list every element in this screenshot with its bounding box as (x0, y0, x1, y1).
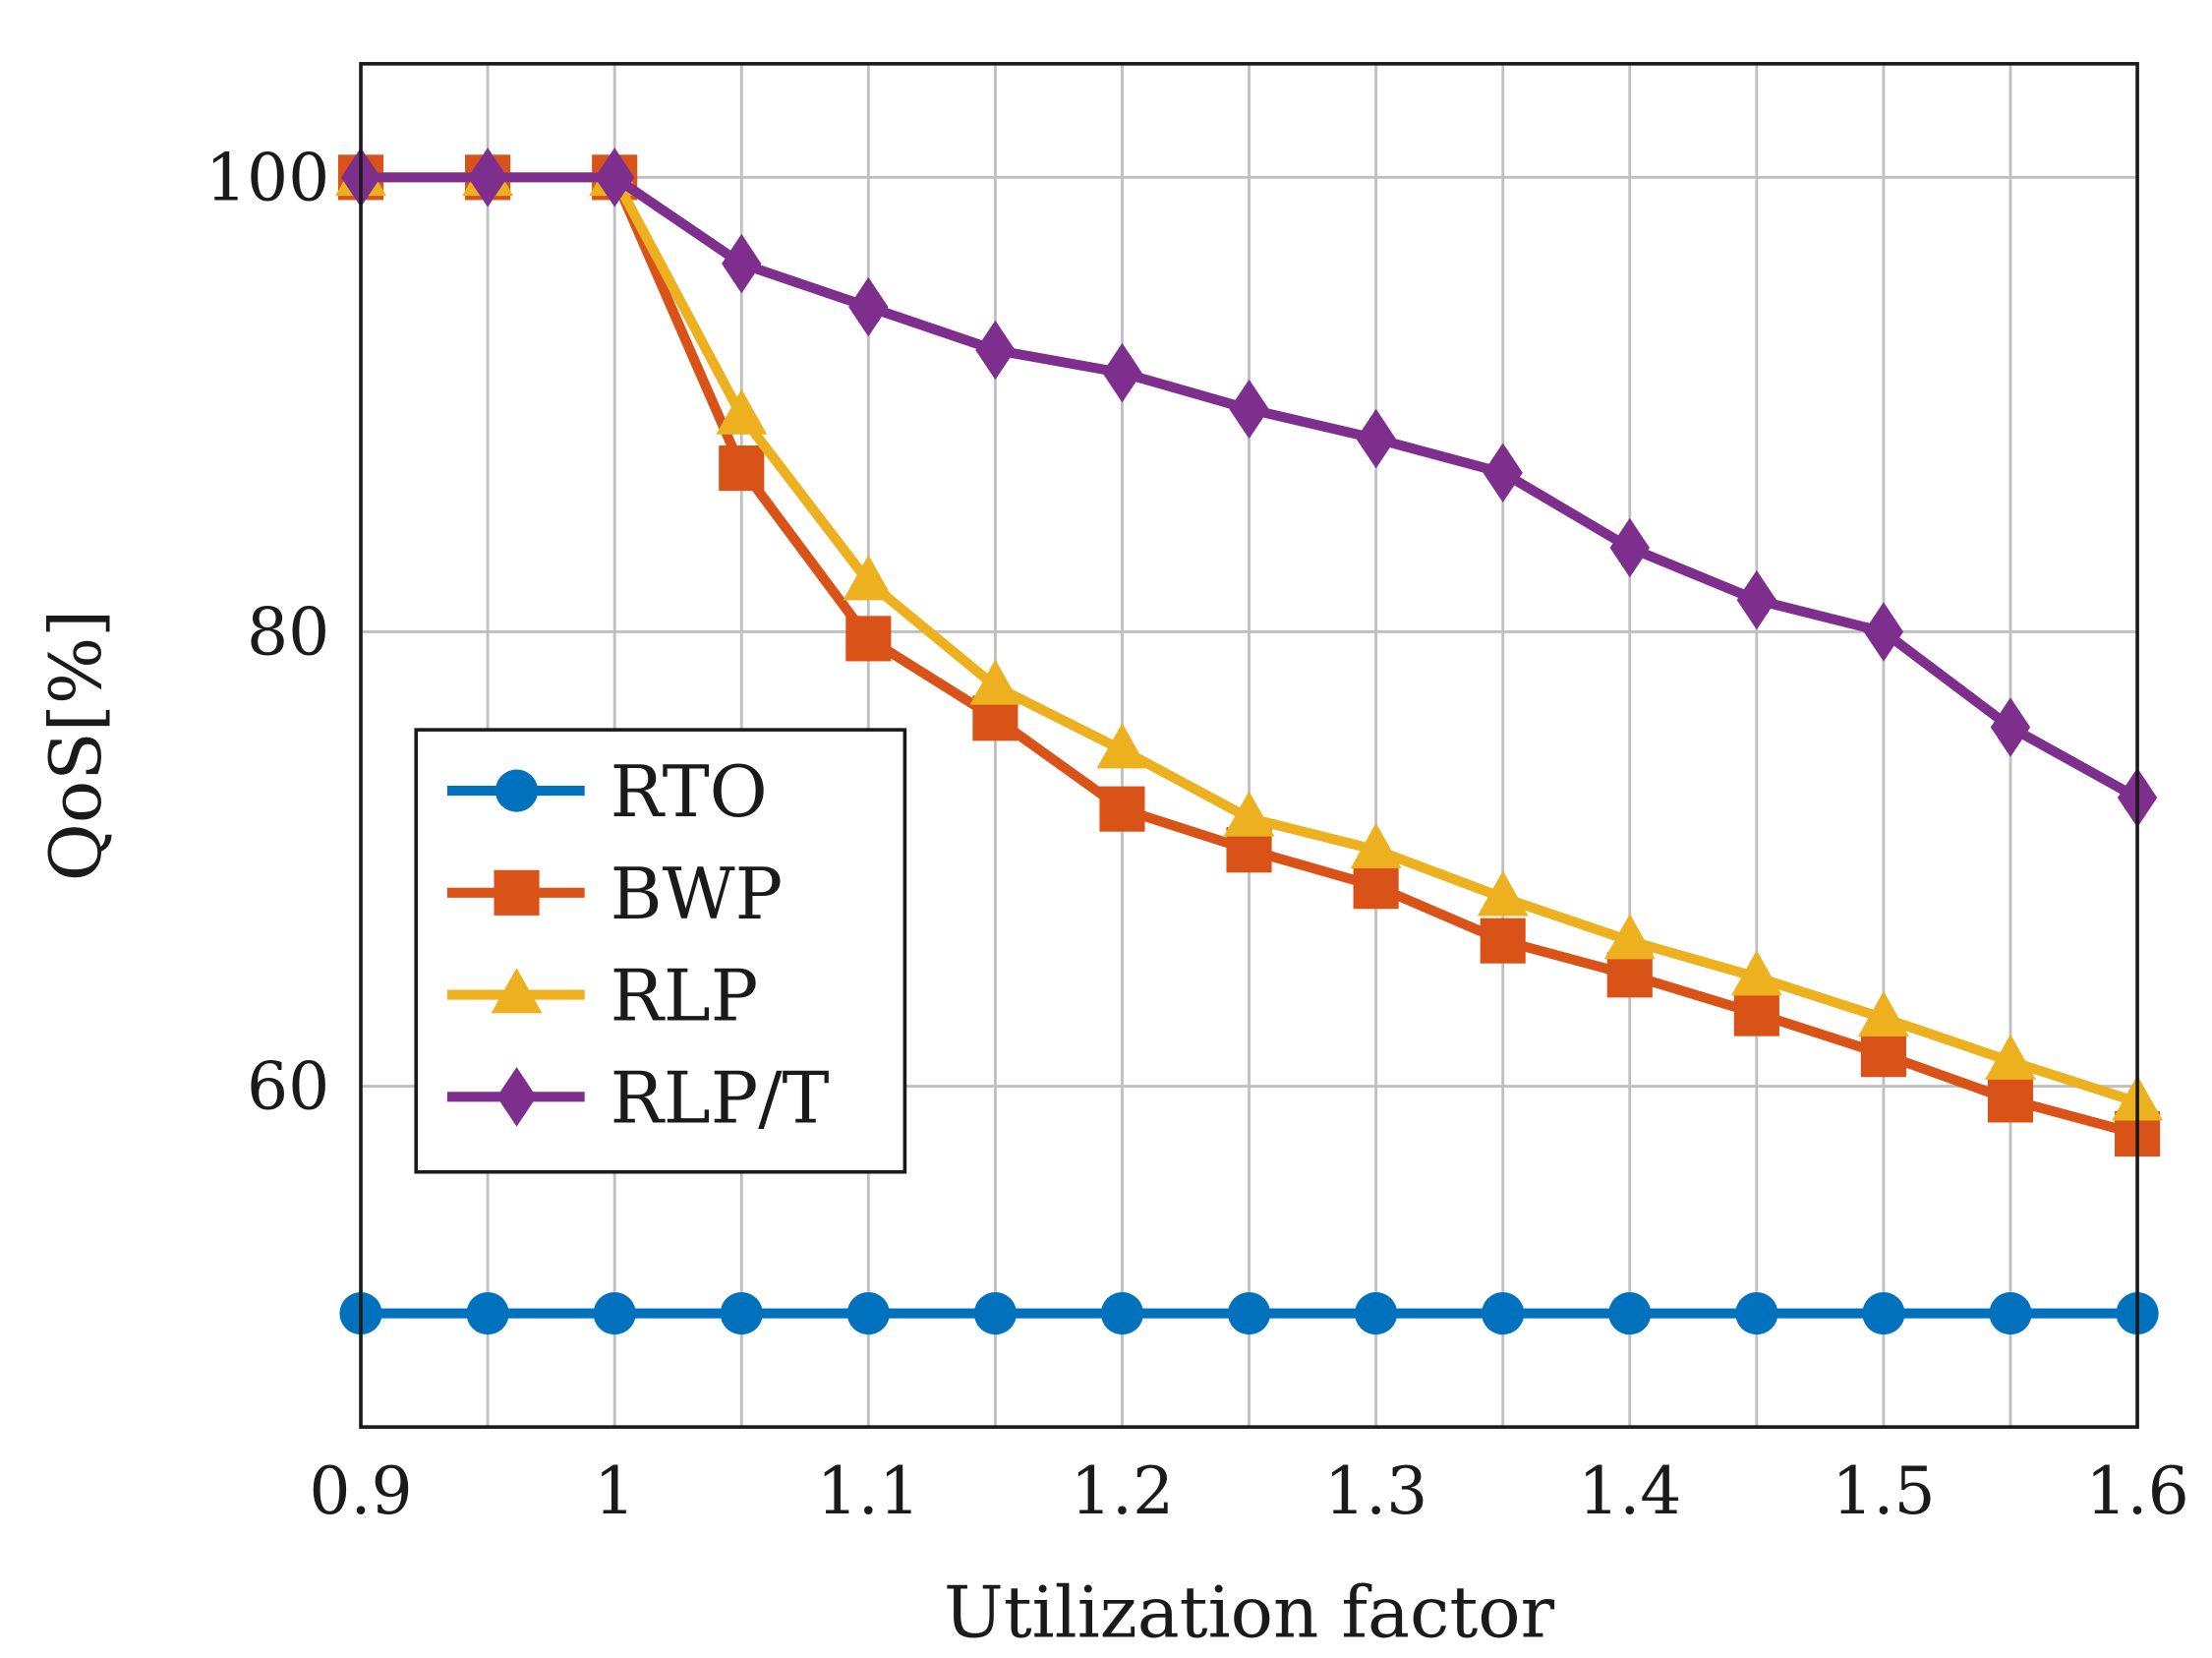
data-point (1099, 786, 1145, 832)
data-point (722, 233, 762, 294)
data-point (1609, 517, 1650, 578)
legend-marker (495, 769, 539, 812)
x-axis-label: Utilization factor (944, 1570, 1555, 1653)
data-point (1987, 1077, 2034, 1123)
data-point (1356, 408, 1396, 469)
data-point (1477, 870, 1529, 917)
data-point (1350, 822, 1402, 868)
legend-label: RLP/T (611, 1056, 830, 1139)
data-point (1480, 918, 1526, 964)
data-point (1227, 1291, 1271, 1335)
x-tick-label: 1.5 (1832, 1452, 1935, 1529)
series-rto (339, 1291, 2159, 1335)
data-point (1985, 1034, 2036, 1080)
data-point (1730, 950, 1782, 996)
x-tick-label: 1 (594, 1452, 635, 1529)
data-point (716, 388, 768, 435)
data-point (594, 148, 635, 207)
data-point (720, 1291, 763, 1335)
data-point (1482, 1291, 1525, 1335)
data-point (1483, 443, 1523, 503)
x-tick-label: 1.2 (1071, 1452, 1174, 1529)
plot-frame (359, 62, 2139, 1429)
data-point (1736, 569, 1777, 630)
data-point (1862, 1291, 1905, 1335)
data-point (467, 148, 508, 207)
data-point (1990, 697, 2031, 757)
data-point (719, 445, 765, 492)
data-point (846, 1291, 890, 1335)
data-point (1860, 1032, 1906, 1078)
data-point (1223, 791, 1275, 837)
data-point (1102, 342, 1142, 403)
data-point (593, 1291, 636, 1335)
legend-label: BWP (611, 853, 783, 935)
data-point (1096, 723, 1148, 769)
tick-labels: 0.9 1 1.1 1.2 1.3 1.4 1.5 1.6 60 80 100 (205, 139, 2189, 1529)
data-point (1989, 1291, 2032, 1335)
x-tick-label: 1.3 (1324, 1452, 1427, 1529)
y-tick-label: 100 (205, 139, 329, 215)
data-point (1733, 990, 1779, 1036)
data-point (466, 1291, 509, 1335)
data-point (1100, 1291, 1144, 1335)
x-tick-label: 1.4 (1578, 1452, 1681, 1529)
legend: RTO BWP RLP RLP/T (414, 728, 907, 1174)
y-tick-label: 80 (247, 594, 329, 671)
data-point (973, 1291, 1018, 1335)
legend-entry: RLP (446, 955, 759, 1037)
x-tick-label: 0.9 (309, 1452, 412, 1529)
data-point (1735, 1291, 1778, 1335)
legend-entry: RTO (446, 750, 768, 833)
data-point (1229, 379, 1269, 440)
data-point (1606, 952, 1653, 998)
data-point (1863, 602, 1904, 662)
data-point (1608, 1291, 1652, 1335)
legend-label: RTO (611, 750, 768, 833)
data-point (975, 320, 1016, 381)
legend-label: RLP (611, 955, 759, 1037)
legend-marker (494, 869, 540, 916)
data-point (1355, 1291, 1398, 1335)
data-point (848, 276, 889, 337)
legend-entry: BWP (446, 853, 783, 935)
y-tick-label: 60 (247, 1048, 329, 1125)
data-point (1603, 914, 1656, 960)
data-point (843, 555, 895, 601)
y-axis-label: QoS[%] (34, 610, 117, 881)
data-point (969, 659, 1021, 705)
legend-marker (491, 968, 543, 1014)
x-tick-label: 1.6 (2085, 1452, 2188, 1529)
data-point (845, 616, 892, 662)
data-point (1353, 863, 1399, 910)
x-tick-label: 1.1 (817, 1452, 920, 1529)
data-point (1857, 990, 1909, 1036)
